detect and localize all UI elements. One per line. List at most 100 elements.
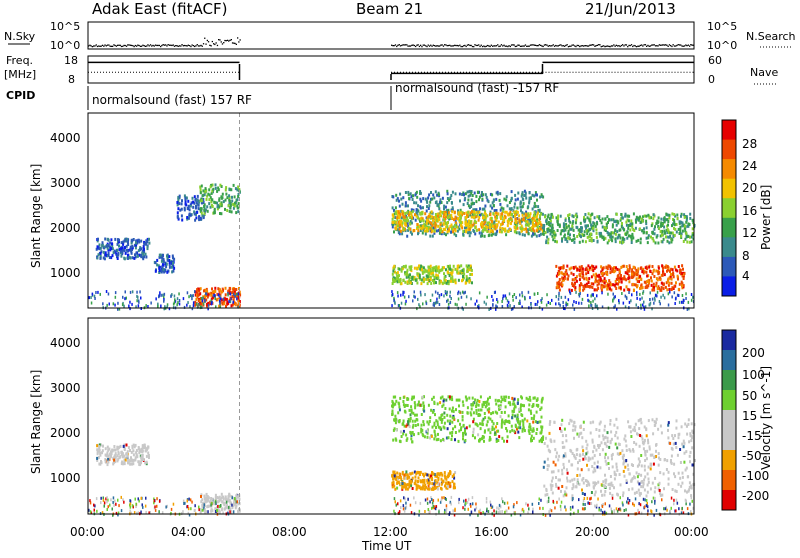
heat-cell bbox=[398, 210, 400, 213]
heat-cell bbox=[472, 434, 474, 437]
heat-cell bbox=[589, 266, 591, 269]
heat-cell bbox=[197, 291, 199, 294]
heat-cell bbox=[582, 298, 584, 301]
nsky-point bbox=[676, 45, 677, 46]
heat-cell bbox=[517, 431, 519, 434]
nsky-point bbox=[115, 45, 116, 46]
heat-cell bbox=[462, 415, 464, 418]
heat-cell bbox=[625, 213, 627, 216]
heat-cell bbox=[588, 277, 590, 280]
nsky-point bbox=[549, 45, 550, 46]
nsky-point bbox=[218, 39, 219, 40]
heat-cell bbox=[536, 411, 538, 414]
heat-cell bbox=[195, 205, 197, 208]
heat-cell bbox=[490, 412, 492, 415]
heat-cell bbox=[140, 461, 142, 464]
heat-cell bbox=[396, 429, 398, 432]
power-cbar-tick-8: 8 bbox=[742, 249, 750, 263]
nsky-point bbox=[226, 40, 227, 41]
heat-cell bbox=[196, 211, 198, 214]
nsky-point bbox=[476, 45, 477, 46]
heat-cell bbox=[475, 409, 477, 412]
heat-cell bbox=[526, 419, 528, 422]
heat-cell bbox=[419, 276, 421, 279]
heat-cell bbox=[606, 288, 608, 291]
heat-cell bbox=[660, 230, 662, 233]
heat-cell bbox=[618, 299, 620, 302]
heat-cell bbox=[599, 235, 601, 238]
heat-cell bbox=[211, 301, 213, 304]
heat-cell bbox=[174, 295, 176, 298]
nsky-point bbox=[106, 45, 107, 46]
nsky-point bbox=[233, 43, 234, 44]
heat-cell bbox=[174, 298, 176, 301]
nsky-point bbox=[454, 45, 455, 46]
heat-cell bbox=[627, 231, 629, 234]
heat-cell bbox=[633, 289, 635, 292]
heat-cell bbox=[489, 431, 491, 434]
heat-cell bbox=[631, 241, 633, 244]
heat-cell bbox=[404, 281, 406, 284]
heat-cell bbox=[393, 299, 395, 302]
heat-cell bbox=[489, 213, 491, 216]
nsky-point bbox=[568, 46, 569, 47]
nsky-point bbox=[488, 45, 489, 46]
heat-cell bbox=[504, 422, 506, 425]
nsky-point bbox=[444, 44, 445, 45]
heat-cell bbox=[540, 233, 542, 236]
heat-cell bbox=[507, 304, 509, 307]
heat-cell bbox=[441, 405, 443, 408]
heat-cell bbox=[505, 405, 507, 408]
heat-cell bbox=[132, 459, 134, 462]
heat-cell bbox=[663, 282, 665, 285]
heat-cell bbox=[408, 275, 410, 278]
heat-cell bbox=[424, 435, 426, 438]
heat-cell bbox=[413, 396, 415, 399]
heat-cell bbox=[540, 228, 542, 231]
nsky-point bbox=[560, 44, 561, 45]
heat-cell bbox=[629, 264, 631, 267]
heat-cell bbox=[501, 419, 503, 422]
nsky-point bbox=[240, 39, 241, 40]
heat-cell bbox=[460, 264, 462, 267]
heat-cell bbox=[444, 281, 446, 284]
heat-cell bbox=[400, 430, 402, 433]
heat-cell bbox=[481, 198, 483, 201]
heat-cell bbox=[514, 225, 516, 228]
heat-cell bbox=[124, 455, 126, 458]
nsky-point bbox=[612, 45, 613, 46]
heat-cell bbox=[431, 482, 433, 485]
heat-cell bbox=[450, 230, 452, 233]
heat-cell bbox=[651, 284, 653, 287]
nsky-point bbox=[449, 45, 450, 46]
heat-cell bbox=[544, 215, 546, 218]
heat-cell bbox=[137, 460, 139, 463]
heat-cell bbox=[514, 293, 516, 296]
heat-cell bbox=[444, 427, 446, 430]
heat-cell bbox=[475, 200, 477, 203]
heat-cell bbox=[455, 192, 457, 195]
heat-cell bbox=[636, 277, 638, 280]
nsky-point bbox=[160, 46, 161, 47]
heat-cell bbox=[442, 438, 444, 441]
heat-cell bbox=[501, 300, 503, 303]
heat-cell bbox=[532, 228, 534, 231]
heat-cell bbox=[420, 192, 422, 195]
heat-cell bbox=[525, 194, 527, 197]
heat-cell bbox=[123, 461, 125, 464]
nsky-point bbox=[620, 46, 621, 47]
power-heatmap-cells bbox=[89, 113, 696, 311]
heat-cell bbox=[521, 211, 523, 214]
heat-cell bbox=[177, 297, 179, 300]
heat-cell bbox=[495, 399, 497, 402]
heat-cell bbox=[629, 270, 631, 273]
heat-cell bbox=[117, 254, 119, 257]
heat-cell bbox=[422, 396, 424, 399]
nsky-point bbox=[457, 45, 458, 46]
heat-cell bbox=[692, 227, 694, 230]
heat-cell bbox=[449, 395, 451, 398]
heat-cell bbox=[560, 232, 562, 235]
nsky-point bbox=[193, 45, 194, 46]
heat-cell bbox=[583, 277, 585, 280]
nsky-point bbox=[159, 45, 160, 46]
